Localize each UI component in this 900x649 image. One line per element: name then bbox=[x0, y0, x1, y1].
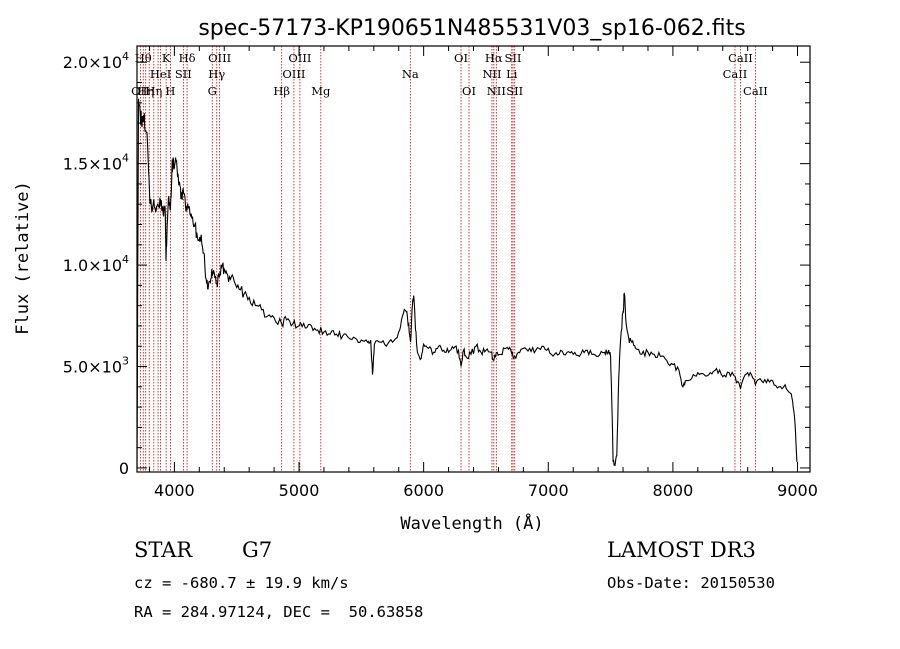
spectral-line-label: Hβ bbox=[273, 84, 290, 98]
spectral-line-label: SII bbox=[506, 84, 523, 98]
x-axis-label: Wavelength (Å) bbox=[400, 512, 543, 534]
x-tick-label: 4000 bbox=[154, 481, 195, 500]
spectral-line-label: H bbox=[165, 84, 175, 98]
y-tick-label: 0 bbox=[119, 459, 129, 478]
spectral-line-label: Hθ bbox=[135, 51, 152, 65]
object-class: STAR bbox=[134, 538, 193, 562]
spectral-line-label: Na bbox=[402, 67, 419, 81]
spectral-line-label: Hδ bbox=[179, 51, 196, 65]
spectral-line-label: SII bbox=[175, 67, 192, 81]
y-axis-label: Flux (relative) bbox=[13, 181, 33, 335]
spectral-line-label: OII bbox=[131, 84, 150, 98]
spectral-line-label: SII bbox=[505, 51, 522, 65]
object-subclass: G7 bbox=[242, 538, 273, 562]
spectral-line-label: OI bbox=[462, 84, 476, 98]
spectral-line-label: CaII bbox=[723, 67, 748, 81]
x-tick-label: 9000 bbox=[777, 481, 818, 500]
spectral-line-label: G bbox=[208, 84, 217, 98]
spectrum-line-spectrum bbox=[136, 98, 798, 468]
spectral-line-label: OIII bbox=[208, 51, 231, 65]
x-tick-label: 8000 bbox=[653, 481, 694, 500]
sky-coordinates: RA = 284.97124, DEC = 50.63858 bbox=[134, 603, 424, 621]
x-tick-label: 6000 bbox=[403, 481, 444, 500]
x-tick-label: 5000 bbox=[279, 481, 320, 500]
axes bbox=[136, 45, 811, 473]
spectral-line-label: Hη bbox=[145, 84, 162, 98]
spectral-line-label: OIII bbox=[282, 67, 305, 81]
spectral-line-label: OIII bbox=[288, 51, 311, 65]
spectral-line-label: K bbox=[162, 51, 171, 65]
y-tick-label: 1.5×104 bbox=[63, 152, 129, 174]
spectral-line-label: HeI bbox=[150, 67, 171, 81]
spectral-line-label: NII bbox=[487, 84, 506, 98]
tick-labels: 4000 5000 6000 7000 8000 9000 0 5.0×103 1.0×104 1… bbox=[63, 50, 818, 500]
spectral-line-label: Mg bbox=[311, 84, 331, 98]
spectral-line-label: Li bbox=[506, 67, 518, 81]
x-tick-label: 7000 bbox=[528, 481, 569, 500]
spectral-line-label: Hη bbox=[137, 84, 154, 98]
survey-name: LAMOST DR3 bbox=[607, 538, 756, 562]
y-tick-label: 5.0×103 bbox=[63, 355, 129, 377]
spectral-line-label: CaII bbox=[743, 84, 768, 98]
spectral-line-label: NII bbox=[482, 67, 501, 81]
spectral-line-label: Hγ bbox=[208, 67, 225, 81]
y-tick-label: 1.0×104 bbox=[63, 253, 129, 275]
chart-title: spec-57173-KP190651N485531V03_sp16-062.f… bbox=[198, 16, 745, 41]
spectrum-layer bbox=[136, 98, 798, 468]
redshift-velocity: cz = -680.7 ± 19.9 km/s bbox=[134, 574, 349, 592]
spectral-line-label: Hα bbox=[485, 51, 503, 65]
observation-date: Obs-Date: 20150530 bbox=[607, 574, 775, 592]
spectral-line-markers: OIIHθHηHηHeIKHSIIHδGHγOIIIHβOIIIOIIIMgNa… bbox=[131, 46, 768, 472]
spectral-line-label: OI bbox=[454, 51, 468, 65]
plot-frame bbox=[136, 45, 811, 473]
spectral-line-label: CaII bbox=[728, 51, 753, 65]
y-tick-label: 2.0×104 bbox=[63, 50, 129, 72]
